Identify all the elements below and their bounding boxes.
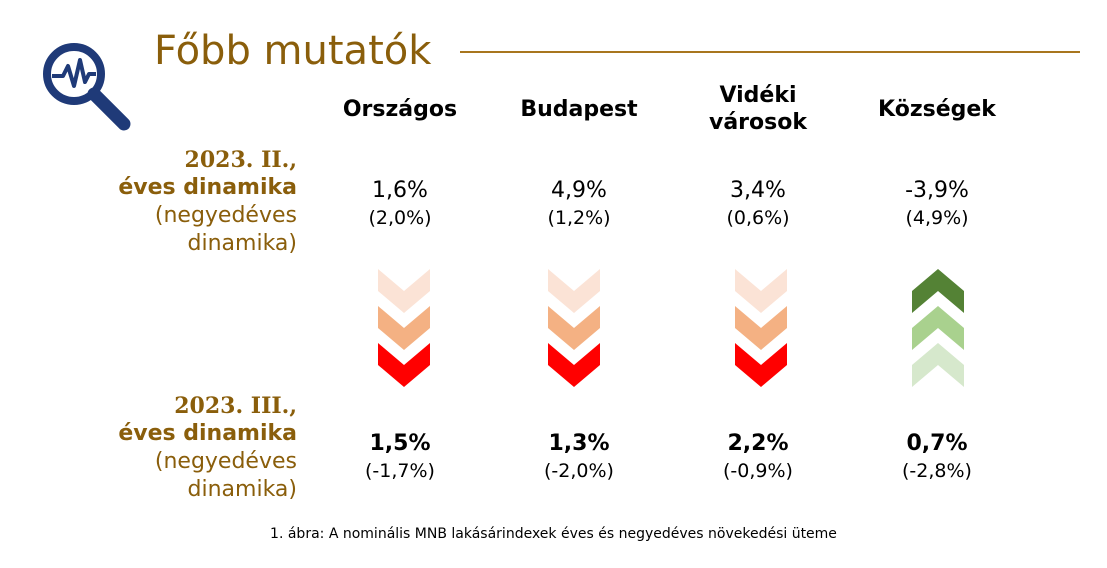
trend-arrows-videki-varosok <box>735 269 787 387</box>
quarterly-value: (-1,7%) <box>365 460 435 482</box>
quarterly-value: (-2,0%) <box>544 460 614 482</box>
row-label-annual: éves dinamika <box>118 421 297 446</box>
figure-caption: 1. ábra: A nominális MNB lakásárindexek … <box>270 526 837 542</box>
chevron-down-icon <box>548 306 600 350</box>
chevron-up-icon <box>912 343 964 387</box>
annual-value: 1,3% <box>548 431 610 456</box>
value-cell: 1,3% (-2,0%) <box>499 430 659 484</box>
value-cell: 4,9% (1,2%) <box>499 177 659 231</box>
annual-value: 2,2% <box>727 431 789 456</box>
row-label-quarterly-cont: dinamika) <box>187 477 297 502</box>
row-label-quarterly: (negyedéves <box>154 203 297 228</box>
quarterly-value: (-0,9%) <box>723 460 793 482</box>
row-label-annual: éves dinamika <box>118 175 297 200</box>
magnifier-pulse-icon <box>43 43 131 131</box>
quarterly-value: (1,2%) <box>547 207 611 229</box>
chevron-up-icon <box>912 306 964 350</box>
annual-value: 1,5% <box>369 431 431 456</box>
chevron-down-icon <box>735 269 787 313</box>
value-cell: 1,5% (-1,7%) <box>320 430 480 484</box>
chevron-down-icon <box>378 306 430 350</box>
chevron-down-icon <box>378 269 430 313</box>
chevron-down-icon <box>548 269 600 313</box>
column-header-orszagos: Országos <box>342 97 458 122</box>
row-label-quarterly-cont: dinamika) <box>187 231 297 256</box>
value-cell: 1,6% (2,0%) <box>320 177 480 231</box>
column-header-budapest: Budapest <box>520 97 638 122</box>
annual-value: 3,4% <box>730 178 786 203</box>
annual-value: -3,9% <box>905 178 969 203</box>
page-title: Főbb mutatók <box>154 28 432 74</box>
trend-arrows-budapest <box>548 269 600 387</box>
value-cell: 0,7% (-2,8%) <box>857 430 1017 484</box>
trend-arrows-kozsegek <box>912 269 964 387</box>
title-divider <box>460 51 1080 53</box>
value-cell: 3,4% (0,6%) <box>678 177 838 231</box>
value-cell: 2,2% (-0,9%) <box>678 430 838 484</box>
value-cell: -3,9% (4,9%) <box>857 177 1017 231</box>
quarterly-value: (-2,8%) <box>902 460 972 482</box>
column-header-kozsegek: Községek <box>878 97 996 122</box>
chevron-up-icon <box>912 269 964 313</box>
row-label-period: 2023. III., <box>174 393 297 419</box>
trend-arrows-orszagos <box>378 269 430 387</box>
row-label-period: 2023. II., <box>184 147 297 173</box>
chevron-down-icon <box>548 343 600 387</box>
row-label-quarterly: (negyedéves <box>154 449 297 474</box>
annual-value: 0,7% <box>906 431 968 456</box>
quarterly-value: (2,0%) <box>368 207 432 229</box>
quarterly-value: (4,9%) <box>905 207 969 229</box>
quarterly-value: (0,6%) <box>726 207 790 229</box>
chevron-down-icon <box>735 306 787 350</box>
row-label-2023-q2: 2023. II., éves dinamika (negyedéves din… <box>118 146 297 258</box>
row-label-2023-q3: 2023. III., éves dinamika (negyedéves di… <box>118 392 297 504</box>
chevron-down-icon <box>735 343 787 387</box>
annual-value: 1,6% <box>372 178 428 203</box>
chevron-down-icon <box>378 343 430 387</box>
annual-value: 4,9% <box>551 178 607 203</box>
column-header-videki-varosok: Vidéki városok <box>709 83 807 135</box>
